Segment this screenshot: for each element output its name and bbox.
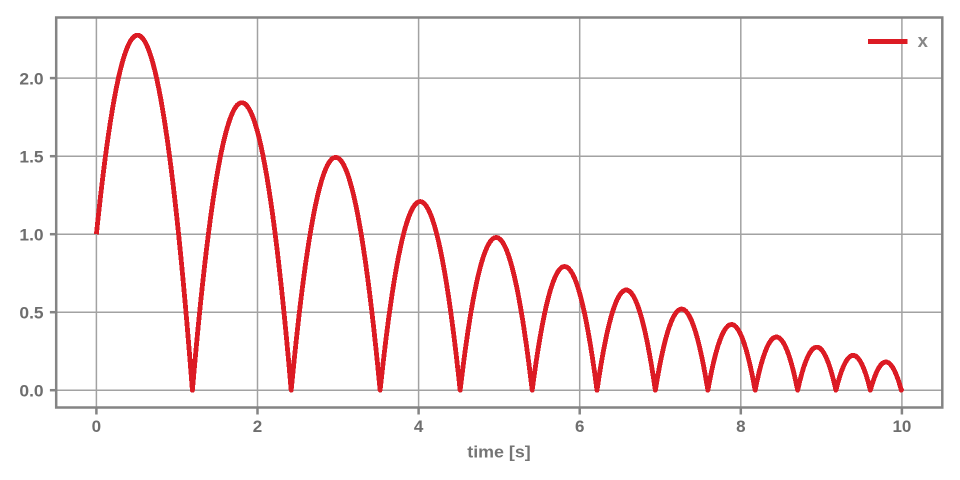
svg-text:0.5: 0.5 (19, 303, 43, 322)
svg-text:1.0: 1.0 (19, 225, 43, 244)
svg-text:4: 4 (414, 417, 424, 436)
svg-text:2.0: 2.0 (19, 69, 43, 88)
svg-text:x: x (918, 30, 929, 51)
svg-text:time [s]: time [s] (467, 443, 531, 462)
svg-text:6: 6 (575, 417, 584, 436)
svg-text:0: 0 (92, 417, 101, 436)
svg-text:8: 8 (736, 417, 745, 436)
svg-text:0.0: 0.0 (19, 381, 43, 400)
svg-text:2: 2 (253, 417, 262, 436)
svg-text:10: 10 (892, 417, 911, 436)
svg-text:1.5: 1.5 (19, 147, 43, 166)
